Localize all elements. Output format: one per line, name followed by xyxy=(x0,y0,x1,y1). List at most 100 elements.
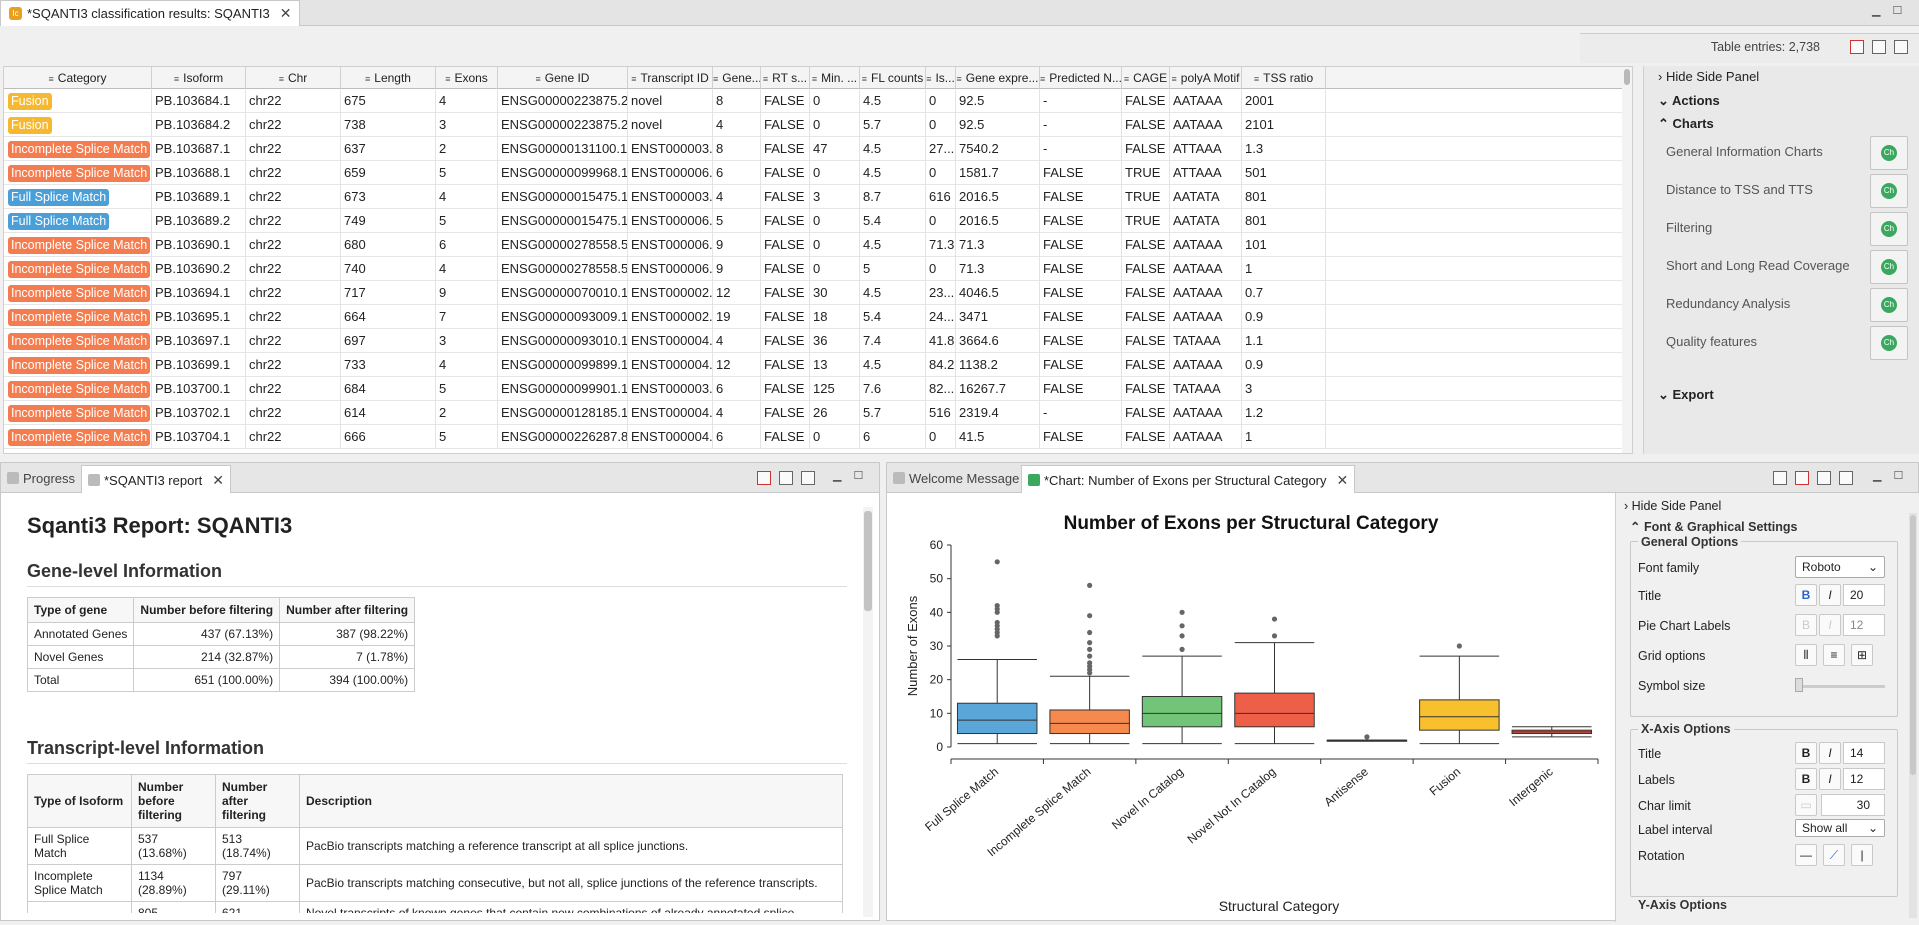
image-icon[interactable] xyxy=(1773,471,1787,485)
full-grid-icon[interactable]: ⊞ xyxy=(1851,644,1873,666)
column-header[interactable]: ≡ Chr xyxy=(246,67,341,89)
column-header[interactable]: ≡ Transcript ID xyxy=(628,67,713,89)
rotation-horizontal-icon[interactable]: — xyxy=(1795,844,1817,866)
save-icon[interactable] xyxy=(1817,471,1831,485)
maximize-icon[interactable]: ☐ xyxy=(853,470,864,482)
settings-scrollbar[interactable] xyxy=(1909,513,1917,918)
save-icon[interactable] xyxy=(779,471,793,485)
table-row[interactable]: Incomplete Splice Match PB.103690.1 chr22 6… xyxy=(4,233,1626,257)
charts-section[interactable]: ⌃ Charts xyxy=(1658,116,1714,131)
filter-icon[interactable]: ≡ xyxy=(926,74,932,84)
column-header[interactable]: ≡ Category xyxy=(4,67,152,89)
title-size-stepper[interactable]: 20 xyxy=(1843,584,1885,606)
save-as-icon[interactable] xyxy=(801,471,815,485)
tab-sqanti3-report[interactable]: *SQANTI3 report ✕ xyxy=(81,465,231,493)
table-row[interactable]: Incomplete Splice Match PB.103702.1 chr22 6… xyxy=(4,401,1626,425)
filter-icon[interactable]: ≡ xyxy=(278,74,284,84)
report-scrollbar[interactable] xyxy=(863,507,873,917)
column-header[interactable]: ≡ RT s... xyxy=(761,67,810,89)
vertical-grid-icon[interactable]: ⦀ xyxy=(1795,644,1817,666)
column-header[interactable]: ≡ Gene expre... xyxy=(956,67,1040,89)
italic-button[interactable]: I xyxy=(1819,742,1841,764)
column-header[interactable]: ≡ CAGE xyxy=(1122,67,1170,89)
close-icon[interactable]: ✕ xyxy=(212,472,224,488)
clear-filter-icon[interactable] xyxy=(1850,40,1864,54)
filter-icon[interactable]: ≡ xyxy=(1171,74,1177,84)
save-as-icon[interactable] xyxy=(1839,471,1853,485)
table-row[interactable]: Incomplete Splice Match PB.103704.1 chr22 6… xyxy=(4,425,1626,449)
column-header[interactable]: ≡ Is... xyxy=(926,67,956,89)
table-row[interactable]: Incomplete Splice Match PB.103699.1 chr22 7… xyxy=(4,353,1626,377)
table-row[interactable]: Full Splice Match PB.103689.1 chr22 673 4 ENS… xyxy=(4,185,1626,209)
open-chart-button[interactable]: Ch xyxy=(1870,136,1908,170)
table-row[interactable]: Incomplete Splice Match PB.103688.1 chr22 6… xyxy=(4,161,1626,185)
slider-handle[interactable] xyxy=(1795,678,1803,692)
filter-icon[interactable]: ≡ xyxy=(762,74,769,84)
filter-icon[interactable]: ≡ xyxy=(713,74,719,84)
pdf-icon[interactable] xyxy=(757,471,771,485)
filter-icon[interactable]: ≡ xyxy=(445,74,451,84)
horizontal-grid-icon[interactable]: ≡ xyxy=(1823,644,1845,666)
open-chart-button[interactable]: Ch xyxy=(1870,212,1908,246)
column-header[interactable]: ≡ TSS ratio xyxy=(1242,67,1326,89)
pdf-icon[interactable] xyxy=(1795,471,1809,485)
column-header[interactable]: ≡ Gene ID xyxy=(498,67,628,89)
font-graphical-settings[interactable]: ⌃ Font & Graphical Settings xyxy=(1630,520,1798,534)
italic-button[interactable]: I xyxy=(1819,614,1841,636)
table-row[interactable]: Fusion PB.103684.1 chr22 675 4 ENSG0000022387… xyxy=(4,89,1626,113)
open-chart-button[interactable]: Ch xyxy=(1870,326,1908,360)
export-section[interactable]: ⌄ Export xyxy=(1658,387,1714,402)
tab-welcome[interactable]: Welcome Message xyxy=(887,465,1025,493)
filter-icon[interactable]: ≡ xyxy=(1040,74,1046,84)
save-icon[interactable] xyxy=(1872,40,1886,54)
open-chart-button[interactable]: Ch xyxy=(1870,288,1908,322)
limit-toggle[interactable]: ▭ xyxy=(1795,794,1817,816)
close-icon[interactable]: ✕ xyxy=(1336,472,1349,488)
tab-progress[interactable]: Progress xyxy=(1,465,81,493)
tab-classification-results[interactable]: Ic *SQANTI3 classification results: SQAN… xyxy=(0,0,301,26)
column-header[interactable]: ≡ Min. ... xyxy=(810,67,860,89)
bold-button[interactable]: B xyxy=(1795,584,1817,606)
table-row[interactable]: Incomplete Splice Match PB.103697.1 chr22 6… xyxy=(4,329,1626,353)
column-header[interactable]: ≡ Exons xyxy=(436,67,498,89)
maximize-icon[interactable]: ☐ xyxy=(1892,5,1903,17)
table-row[interactable]: Incomplete Splice Match PB.103687.1 chr22 6… xyxy=(4,137,1626,161)
hide-side-panel-link[interactable]: › Hide Side Panel xyxy=(1624,499,1722,513)
symbol-size-slider[interactable] xyxy=(1795,685,1885,688)
close-icon[interactable]: ✕ xyxy=(279,5,292,21)
tab-chart[interactable]: *Chart: Number of Exons per Structural C… xyxy=(1021,465,1356,493)
open-chart-button[interactable]: Ch xyxy=(1870,250,1908,284)
column-header[interactable]: ≡ Predicted N... xyxy=(1040,67,1122,89)
filter-icon[interactable]: ≡ xyxy=(956,74,962,84)
labels-size-stepper[interactable]: 12 xyxy=(1843,768,1885,790)
table-row[interactable]: Incomplete Splice Match PB.103695.1 chr22 6… xyxy=(4,305,1626,329)
table-row[interactable]: Full Splice Match PB.103689.2 chr22 749 5 ENS… xyxy=(4,209,1626,233)
italic-button[interactable]: I xyxy=(1819,584,1841,606)
minimize-icon[interactable]: ▁ xyxy=(1872,5,1881,17)
bold-button[interactable]: B xyxy=(1795,768,1817,790)
table-row[interactable]: Incomplete Splice Match PB.103690.2 chr22 7… xyxy=(4,257,1626,281)
maximize-icon[interactable]: ☐ xyxy=(1893,470,1904,482)
table-row[interactable]: Fusion PB.103684.2 chr22 738 3 ENSG0000022387… xyxy=(4,113,1626,137)
pie-size-stepper[interactable]: 12 xyxy=(1843,614,1885,636)
column-header[interactable]: ≡ FL counts xyxy=(860,67,926,89)
bold-button[interactable]: B xyxy=(1795,742,1817,764)
actions-section[interactable]: ⌄ Actions xyxy=(1658,93,1720,108)
column-header[interactable]: ≡ polyA Motif xyxy=(1170,67,1242,89)
table-row[interactable]: Incomplete Splice Match PB.103694.1 chr22 7… xyxy=(4,281,1626,305)
table-row[interactable]: Incomplete Splice Match PB.103700.1 chr22 6… xyxy=(4,377,1626,401)
open-chart-button[interactable]: Ch xyxy=(1870,174,1908,208)
table-scrollbar[interactable] xyxy=(1622,67,1632,453)
filter-icon[interactable]: ≡ xyxy=(811,74,818,84)
filter-icon[interactable]: ≡ xyxy=(173,74,180,84)
minimize-icon[interactable]: ▁ xyxy=(833,470,842,482)
bold-button[interactable]: B xyxy=(1795,614,1817,636)
filter-icon[interactable]: ≡ xyxy=(535,74,541,84)
x-title-size-stepper[interactable]: 14 xyxy=(1843,742,1885,764)
filter-icon[interactable]: ≡ xyxy=(631,74,637,84)
filter-icon[interactable]: ≡ xyxy=(861,74,867,84)
rotation-diagonal-icon[interactable]: ⟋ xyxy=(1823,844,1845,866)
filter-icon[interactable]: ≡ xyxy=(365,74,371,84)
label-interval-select[interactable]: Show all ⌄ xyxy=(1795,819,1885,837)
font-family-select[interactable]: Roboto ⌄ xyxy=(1795,556,1885,578)
